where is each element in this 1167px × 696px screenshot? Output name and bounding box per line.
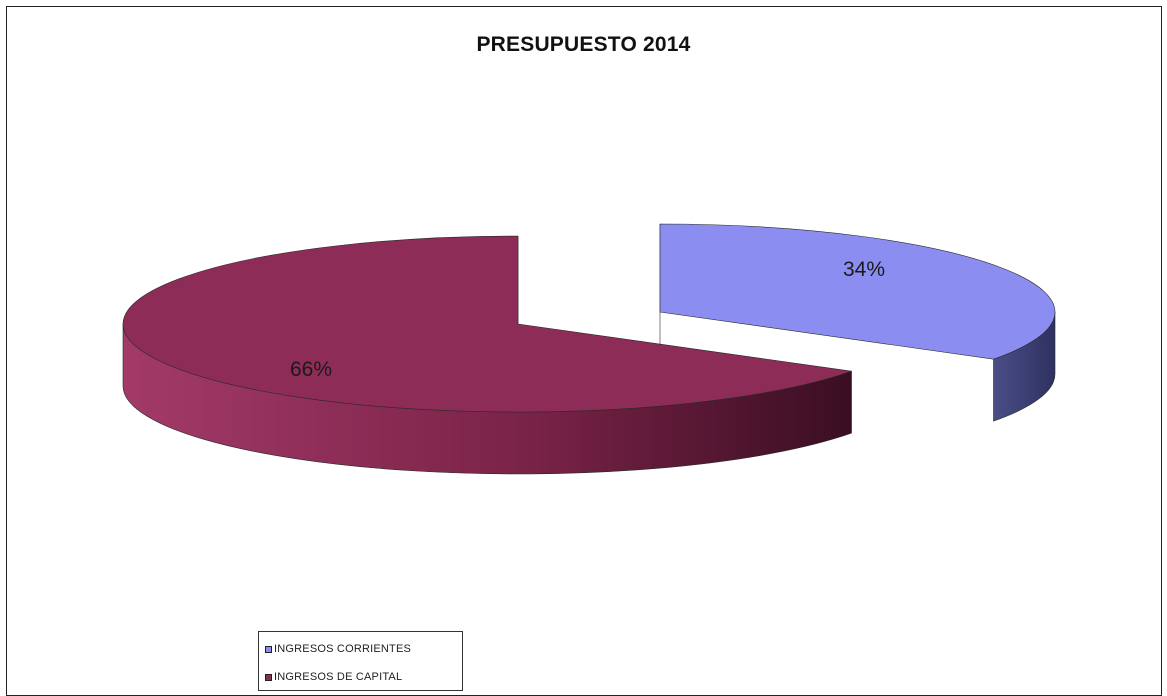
legend: INGRESOS CORRIENTES INGRESOS DE CAPITAL [258, 631, 463, 691]
pie-slice-ingresos-de-capital [122, 235, 852, 475]
legend-item: INGRESOS CORRIENTES [265, 643, 411, 655]
legend-swatch [265, 673, 272, 681]
legend-label: INGRESOS CORRIENTES [274, 643, 412, 655]
pie-slice-ingresos-corrientes [659, 223, 1056, 422]
data-label: 34% [843, 258, 885, 281]
legend-label: INGRESOS DE CAPITAL [274, 671, 403, 683]
legend-swatch [265, 645, 272, 653]
legend-item: INGRESOS DE CAPITAL [265, 671, 402, 683]
data-label: 66% [290, 358, 332, 381]
slice-top [122, 235, 852, 413]
chart-title: PRESUPUESTO 2014 [476, 33, 691, 56]
slice-top [659, 223, 1056, 360]
